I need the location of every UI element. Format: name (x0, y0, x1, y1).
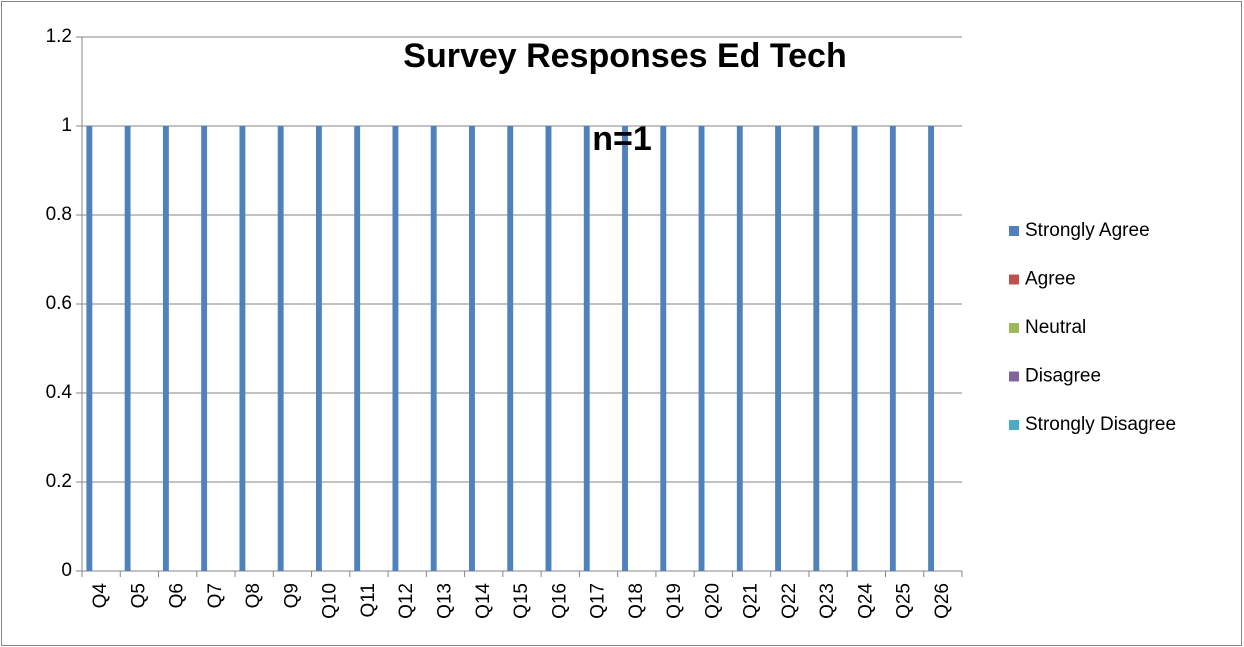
bar (239, 126, 246, 571)
bar (124, 126, 131, 571)
x-tick-label: Q9 (281, 583, 302, 608)
bar (469, 126, 475, 571)
y-tick-label: 0.4 (46, 382, 73, 403)
legend-label: Neutral (1025, 317, 1086, 338)
bar (583, 126, 590, 571)
legend-label: Agree (1025, 269, 1076, 290)
legend-swatch (1009, 323, 1019, 333)
chart-title: Survey Responses Ed Tech (403, 37, 846, 75)
x-tick-label: Q8 (243, 583, 264, 608)
legend-label: Strongly Agree (1025, 220, 1150, 241)
bar (545, 126, 552, 571)
x-tick-label: Q7 (205, 583, 226, 608)
bar (698, 126, 705, 571)
x-tick-label: Q11 (358, 583, 379, 618)
x-tick-label: Q10 (320, 583, 341, 619)
x-tick-label: Q24 (855, 583, 876, 619)
x-tick-label: Q22 (779, 583, 800, 619)
x-tick-label: Q21 (741, 583, 762, 619)
x-tick-label: Q5 (128, 583, 149, 608)
x-tick-label: Q25 (894, 583, 915, 619)
x-tick-label: Q15 (511, 583, 532, 619)
bar (201, 126, 208, 571)
x-tick-label: Q16 (549, 583, 570, 619)
bar (354, 126, 361, 571)
x-tick-label: Q20 (702, 583, 723, 619)
legend-swatch (1009, 371, 1019, 382)
x-tick-label: Q13 (434, 583, 455, 619)
bar (162, 126, 169, 571)
bar (851, 126, 858, 571)
bar (660, 126, 667, 571)
bar (775, 126, 781, 571)
x-tick-label: Q12 (396, 583, 417, 619)
legend-swatch (1009, 274, 1019, 285)
x-tick-label: Q6 (167, 583, 188, 608)
x-tick-label: Q17 (588, 583, 609, 619)
bar (392, 126, 399, 571)
bar (889, 126, 896, 571)
chart-subtitle: n=1 (592, 120, 652, 158)
y-tick-label: 1.2 (46, 26, 72, 47)
y-tick-label: 0 (61, 560, 72, 581)
y-tick-label: 0.2 (46, 471, 72, 492)
x-tick-label: Q18 (626, 583, 647, 619)
x-tick-label: Q23 (817, 583, 838, 619)
bar (86, 126, 93, 571)
bar (315, 126, 322, 571)
bar (430, 126, 437, 571)
bar (813, 126, 820, 571)
x-tick-label: Q26 (932, 583, 953, 619)
x-tick-label: Q4 (90, 583, 111, 609)
legend-label: Disagree (1025, 366, 1101, 387)
legend-label: Strongly Disagree (1025, 414, 1176, 435)
y-tick-label: 0.6 (46, 293, 72, 314)
bar (507, 126, 514, 571)
legend-swatch (1009, 226, 1019, 236)
y-tick-label: 0.8 (46, 204, 72, 225)
x-tick-label: Q14 (473, 583, 494, 619)
legend-swatch (1009, 420, 1019, 430)
bar (277, 126, 284, 571)
bar (928, 126, 935, 571)
bar (622, 126, 628, 571)
x-tick-label: Q19 (664, 583, 685, 619)
y-tick-label: 1 (61, 115, 72, 136)
bar (736, 126, 743, 571)
